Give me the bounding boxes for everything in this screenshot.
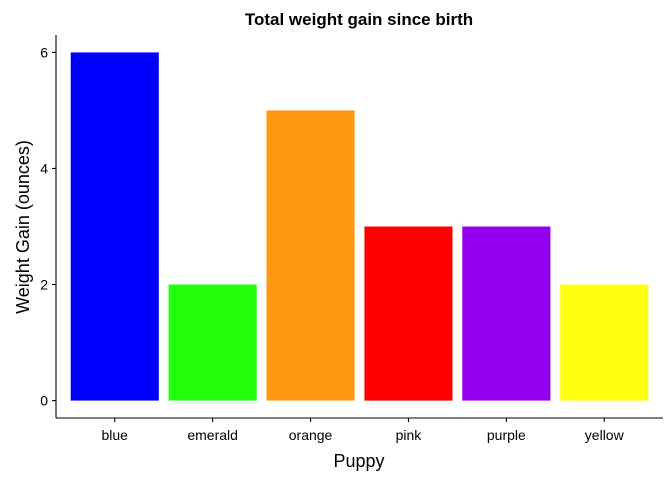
y-axis-title: Weight Gain (ounces) <box>13 140 33 314</box>
bar-blue <box>70 52 159 401</box>
bar-emerald <box>168 284 257 401</box>
bars-group <box>70 52 649 401</box>
y-axis-ticks: 0 2 4 6 <box>40 44 56 409</box>
bar-purple <box>462 226 551 401</box>
y-tick-label: 0 <box>40 393 48 409</box>
y-tick-label: 4 <box>40 160 48 176</box>
x-axis-ticks: blue emerald orange pink purple yellow <box>102 418 625 443</box>
x-tick-label-orange: orange <box>289 427 333 443</box>
bar-pink <box>364 226 453 401</box>
y-tick-label: 6 <box>40 44 48 60</box>
x-tick-label-purple: purple <box>487 427 526 443</box>
x-tick-label-blue: blue <box>102 427 129 443</box>
bar-orange <box>266 110 355 401</box>
x-tick-label-yellow: yellow <box>585 427 625 443</box>
bar-yellow <box>560 284 649 401</box>
x-tick-label-pink: pink <box>396 427 423 443</box>
y-tick-label: 2 <box>40 277 48 293</box>
chart-title: Total weight gain since birth <box>245 10 473 29</box>
x-axis-title: Puppy <box>333 451 384 471</box>
x-tick-label-emerald: emerald <box>187 427 238 443</box>
